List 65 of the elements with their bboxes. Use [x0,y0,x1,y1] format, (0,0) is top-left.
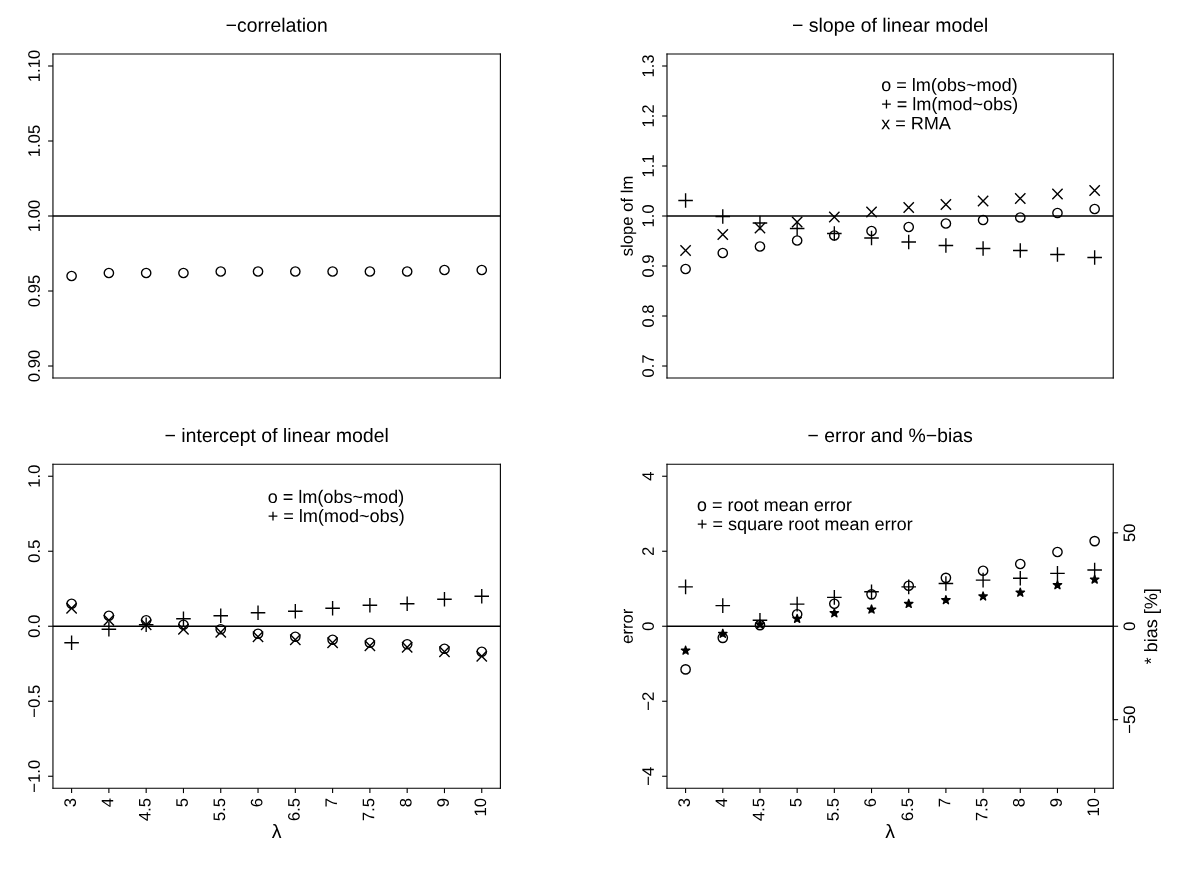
y-tick-label: 1.0 [28,465,40,487]
annotation: + = square root mean error [697,518,913,534]
y-tick-label: 0.7 [642,355,654,377]
x-tick-label: 7 [938,798,951,807]
x-axis-title: λ [885,823,895,839]
x-tick-label: 7.5 [975,798,988,821]
x-tick-label: 7.5 [362,798,375,821]
y-tick-label: −1.0 [28,760,40,792]
chart-title: − error and %−bias [808,427,973,443]
x-tick-label: 4.5 [139,798,151,821]
annotation: + = lm(mod~obs) [882,97,1018,114]
chart-title: − intercept of linear model [165,427,388,447]
y-tick-label: 4 [642,472,654,481]
y2-tick-label: −50 [1123,706,1136,733]
x-tick-label: 3 [64,798,77,807]
y-tick-label: 1.05 [28,125,40,156]
x-tick-label: 5 [789,798,802,807]
x-tick-label: 4 [715,798,728,807]
y-tick-label: 0.5 [28,540,40,563]
x-tick-label: 5 [176,798,188,807]
annotation: o = lm(obs~mod) [268,489,404,507]
x-tick-label: 10 [1087,798,1100,816]
x-tick-label: 5.5 [827,798,839,821]
x-axis-title: λ [271,823,282,839]
y-tick-label: 1.1 [642,155,654,177]
y2-tick-label: 50 [1123,524,1136,542]
y-tick-label: 0.90 [28,350,40,382]
x-tick-label: 6.5 [901,798,914,821]
y2-tick-label: 0 [1123,622,1136,631]
x-tick-label: 3 [678,798,691,807]
annotation: o = root mean error [697,499,852,512]
y-tick-label: −0.5 [28,685,40,717]
y-tick-label: 1.10 [28,50,40,81]
y-tick-label: 0.8 [642,305,654,327]
y-axis-title: slope of lm [620,176,637,256]
x-tick-label: 8 [1012,798,1025,807]
y-tick-label: 0.9 [642,255,654,277]
y-tick-label: 1.2 [642,105,654,127]
y-tick-label: 1.00 [28,200,40,231]
annotation: x = RMA [881,116,951,130]
y-tick-label: 1.3 [642,55,654,77]
x-tick-label: 8 [399,798,412,807]
x-tick-label: 9 [437,798,449,807]
annotation: + = lm(mod~obs) [268,508,404,526]
x-tick-label: 9 [1050,798,1062,807]
x-tick-label: 7 [325,798,337,807]
y-axis-title: error [623,608,633,644]
y2-axis-title: * bias [%] [1144,589,1161,665]
y-tick-label: 1.0 [642,205,654,227]
chart-title: − slope of linear model [792,17,987,36]
y-tick-label: 0.0 [28,615,40,638]
x-tick-label: 6.5 [287,798,300,821]
x-tick-label: 4.5 [752,798,765,821]
annotation: o = lm(obs~mod) [881,77,1017,95]
x-tick-label: 6 [250,798,263,807]
chart-title: −correlation [226,17,327,32]
y-tick-label: −4 [642,767,654,785]
y-tick-label: 2 [642,547,654,556]
x-tick-label: 6 [864,798,876,807]
y-tick-label: 0 [642,622,654,631]
y-tick-label: 0.95 [28,275,40,307]
x-tick-label: 10 [474,798,487,816]
x-tick-label: 4 [101,798,114,807]
x-tick-label: 5.5 [213,798,226,821]
y-tick-label: −2 [642,692,654,710]
